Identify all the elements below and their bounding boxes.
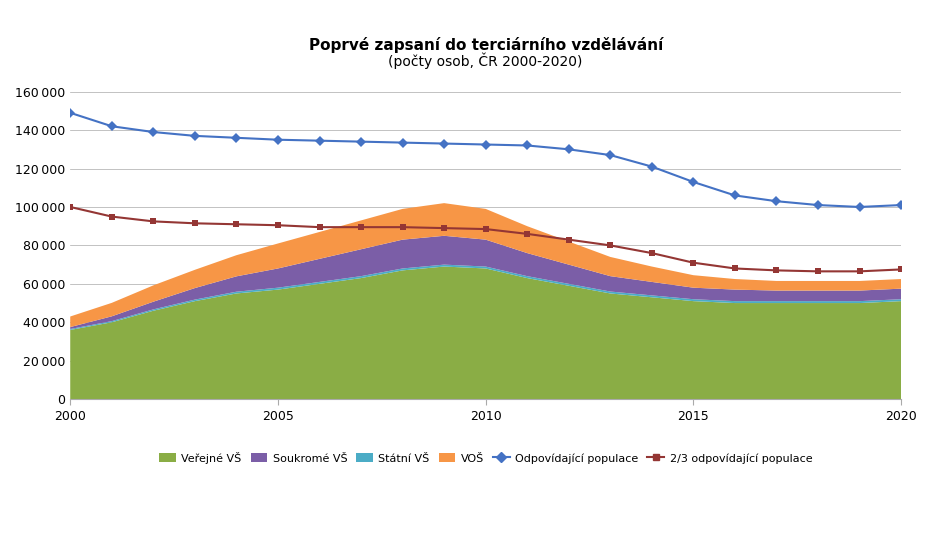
Text: (počty osob, ČR 2000-2020): (počty osob, ČR 2000-2020) bbox=[389, 53, 582, 69]
Text: Poprvé zapsaní do terciárního vzdělávání: Poprvé zapsaní do terciárního vzdělávání bbox=[308, 37, 663, 53]
Legend: Veřejné VŠ, Soukromé VŠ, Státní VŠ, VOŠ, Odpovídající populace, 2/3 odpovídající: Veřejné VŠ, Soukromé VŠ, Státní VŠ, VOŠ,… bbox=[155, 447, 816, 468]
